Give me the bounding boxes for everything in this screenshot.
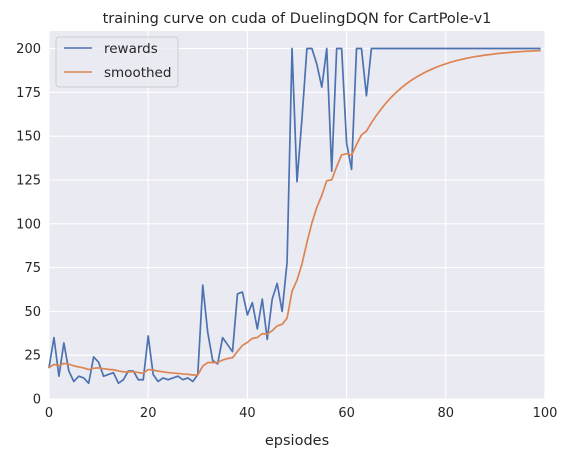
grid-lines <box>48 31 546 400</box>
x-tick-label: 80 <box>438 406 455 421</box>
x-tick-label: 20 <box>140 406 157 421</box>
y-tick-label: 50 <box>24 305 41 320</box>
x-tick-label: 0 <box>45 406 53 421</box>
x-axis-label: epsiodes <box>265 433 329 449</box>
series-line-smoothed <box>48 49 541 376</box>
y-tick-label: 100 <box>16 217 41 232</box>
y-tick-label: 0 <box>33 393 41 408</box>
y-tick-label: 125 <box>16 173 41 188</box>
tick-labels: 0 20 40 60 80 100 0 25 50 75 100 125 150 175 200 <box>16 42 557 421</box>
y-tick-label: 200 <box>16 42 41 57</box>
legend-box <box>55 36 179 88</box>
y-tick-label: 25 <box>24 349 41 364</box>
chart-title: training curve on cuda of DuelingDQN for… <box>103 11 492 27</box>
x-tick-label: 100 <box>533 406 558 421</box>
y-tick-label: 75 <box>24 261 41 276</box>
legend: rewards smoothed <box>55 36 179 88</box>
x-tick-label: 60 <box>338 406 355 421</box>
y-tick-label: 150 <box>16 130 41 145</box>
x-tick-label: 40 <box>239 406 256 421</box>
y-tick-label: 175 <box>16 86 41 101</box>
series-layer <box>48 47 541 385</box>
legend-label-rewards: rewards <box>104 41 158 57</box>
legend-label-smoothed: smoothed <box>104 65 171 81</box>
